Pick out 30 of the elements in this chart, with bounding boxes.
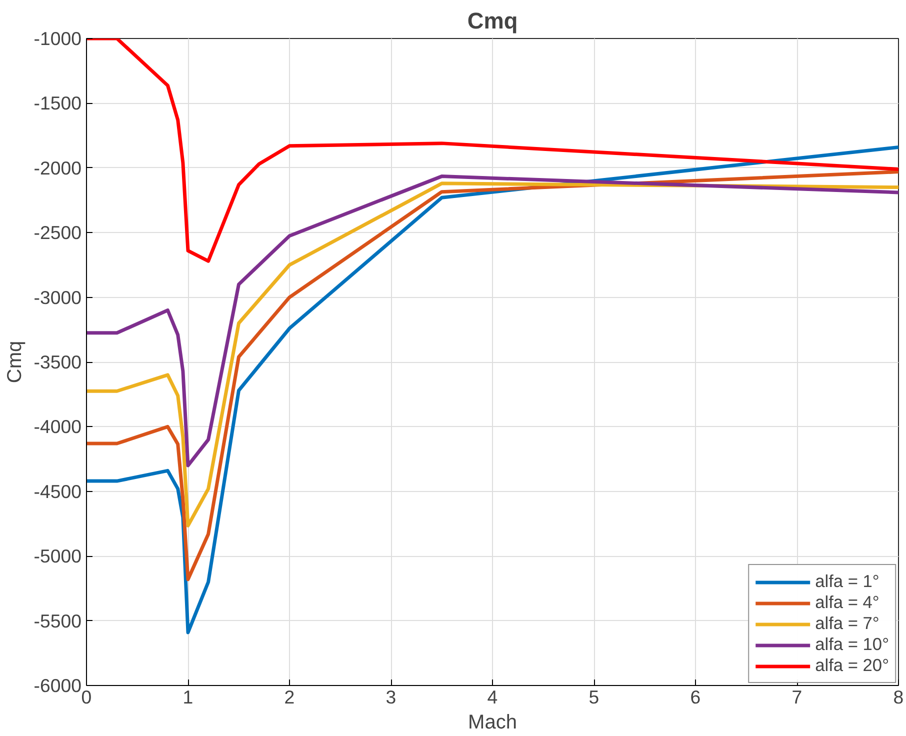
x-tick-label: 2 — [284, 686, 295, 708]
y-tick-label: -5000 — [34, 546, 82, 567]
legend-label: alfa = 10° — [815, 634, 889, 655]
legend-label: alfa = 7° — [815, 613, 880, 634]
y-axis-title: Cmq — [4, 340, 26, 384]
y-tick-label: -1500 — [34, 92, 82, 114]
y-tick-label: -4500 — [34, 480, 82, 502]
legend-label: alfa = 20° — [815, 655, 889, 676]
y-tick-label: -2000 — [34, 157, 82, 178]
x-tick-label: 1 — [182, 686, 194, 708]
x-tick-label: 5 — [588, 686, 600, 708]
line-series — [86, 38, 898, 263]
x-tick-label: 6 — [690, 686, 701, 708]
y-tick-label: -1000 — [34, 28, 82, 49]
y-tick-label: -5500 — [34, 610, 82, 632]
x-tick-label: 8 — [893, 686, 904, 708]
chart-title: Cmq — [467, 8, 518, 34]
legend-label: alfa = 4° — [815, 592, 880, 613]
line-series — [86, 174, 898, 468]
x-axis-title: Mach — [468, 712, 517, 734]
y-tick-label: -4000 — [34, 416, 82, 438]
x-tick-label: 4 — [487, 686, 498, 708]
y-tick-label: -2500 — [34, 222, 82, 244]
x-tick-label: 0 — [81, 686, 92, 708]
y-tick-label: -3500 — [34, 352, 82, 372]
y-tick-label: -6000 — [34, 675, 82, 696]
x-tick-label: 7 — [792, 686, 802, 708]
x-tick-label: 3 — [386, 686, 396, 708]
y-tick-label: -3000 — [34, 286, 82, 308]
legend-label: alfa = 1° — [815, 571, 880, 592]
